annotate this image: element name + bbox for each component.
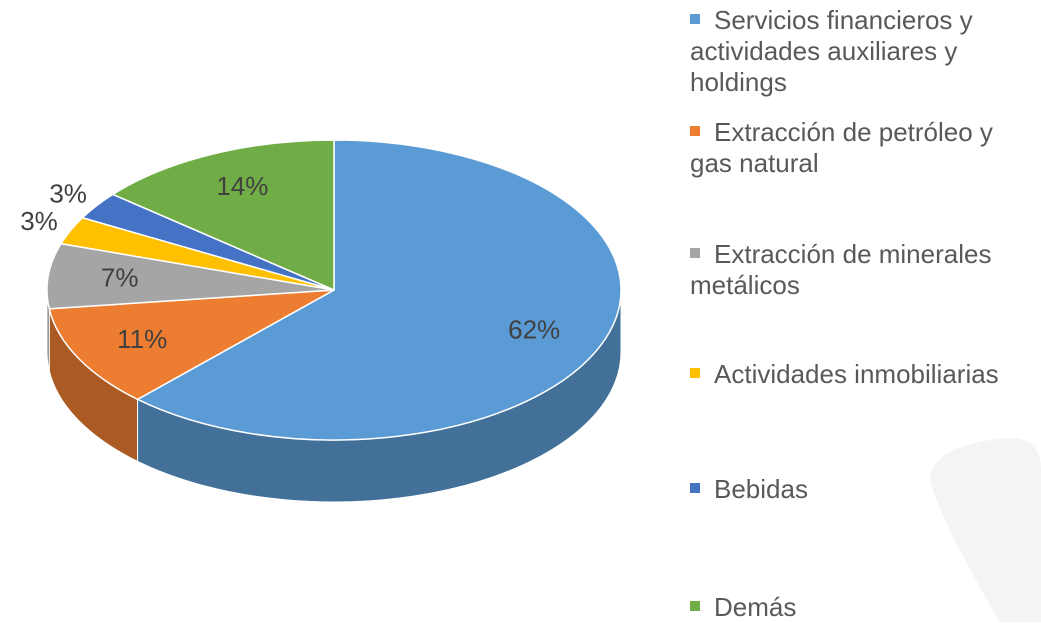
legend-label: Bebidas (714, 474, 808, 504)
legend-item: Extracción de minerales metálicos (690, 239, 1020, 301)
legend-label: Extracción de minerales metálicos (690, 239, 992, 300)
legend-item: Bebidas (690, 474, 1020, 505)
legend-swatch (690, 248, 700, 258)
legend-swatch (690, 126, 700, 136)
data-label: 62% (508, 314, 560, 344)
legend-swatch (690, 483, 700, 493)
legend-swatch (690, 601, 700, 611)
legend-label: Demás (714, 592, 797, 622)
data-label: 11% (117, 324, 167, 354)
legend-label: Servicios financieros y actividades auxi… (690, 5, 973, 97)
pie: 62% 11% 7% 3%3% 14% (20, 139, 622, 503)
legend-item: Extracción de petróleo y gas natural (690, 117, 1020, 179)
data-label: 7% (101, 262, 139, 292)
background-shape (930, 438, 1041, 622)
legend-label: Extracción de petróleo y gas natural (690, 117, 993, 178)
slice (135, 139, 622, 441)
legend-item: Demás (690, 592, 1020, 623)
legend-item: Servicios financieros y actividades auxi… (690, 5, 1020, 98)
data-label: 3% (49, 178, 87, 208)
legend-swatch (690, 368, 700, 378)
data-label: 3% (20, 206, 58, 236)
legend-label: Actividades inmobiliarias (714, 359, 999, 389)
data-label: 14% (216, 171, 268, 201)
slice (46, 242, 335, 310)
slice (48, 289, 335, 401)
legend-swatch (690, 14, 700, 24)
slice (111, 139, 335, 292)
legend-item: Actividades inmobiliarias (690, 359, 1020, 390)
